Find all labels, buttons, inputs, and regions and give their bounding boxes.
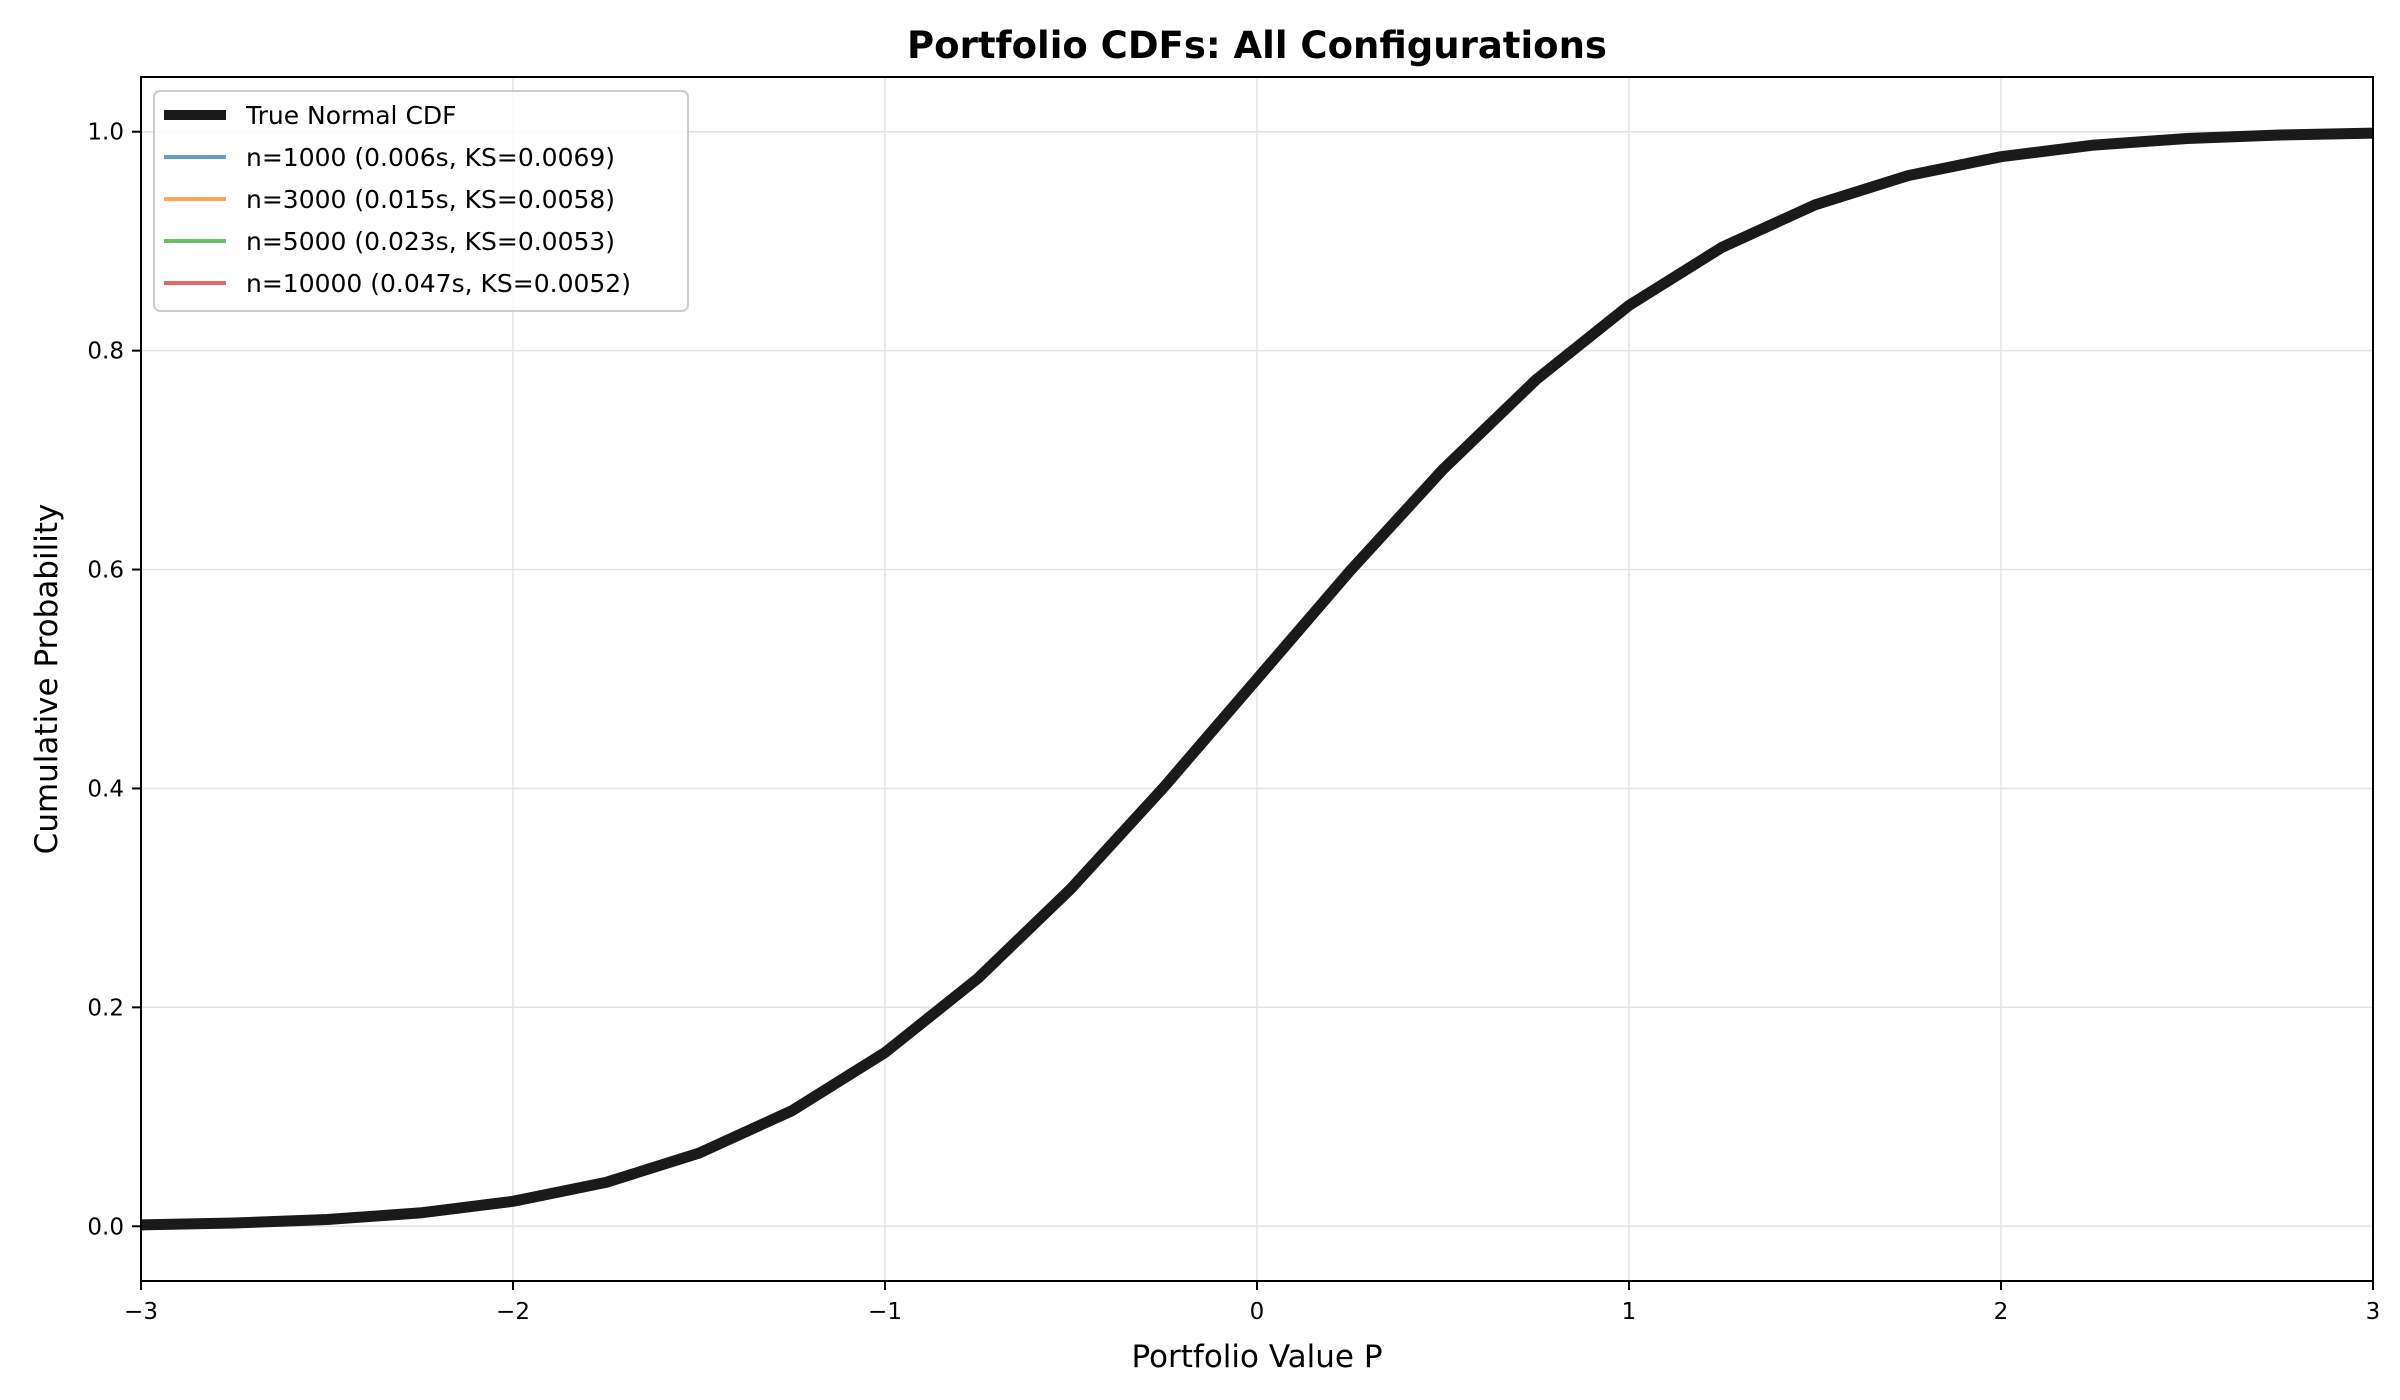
- legend: True Normal CDF n=1000 (0.006s, KS=0.0069…: [153, 90, 689, 312]
- y-axis-ticks: 0.0 0.2 0.4 0.6 0.8 1.0: [87, 120, 141, 1240]
- legend-box: [153, 90, 689, 312]
- legend-entry-0: True Normal CDF: [245, 101, 457, 130]
- x-axis-ticks: −3 −2 −1 0 1 2 3: [124, 1281, 2380, 1325]
- x-axis-label: Portfolio Value P: [1131, 1339, 1382, 1375]
- grid: [140, 77, 2374, 1281]
- series-lines: [140, 127, 2374, 1231]
- x-tick-label: −3: [124, 1299, 158, 1325]
- x-tick-label: −2: [496, 1299, 530, 1325]
- y-axis-label: Cumulative Probability: [29, 504, 65, 855]
- x-tick-label: 2: [1994, 1299, 2009, 1325]
- x-tick-label: 1: [1622, 1299, 1637, 1325]
- y-tick-label: 1.0: [87, 120, 124, 146]
- y-tick-label: 0.0: [87, 1214, 124, 1240]
- chart-title: Portfolio CDFs: All Configurations: [907, 24, 1607, 67]
- x-tick-label: −1: [868, 1299, 902, 1325]
- y-tick-label: 0.4: [87, 776, 124, 802]
- y-tick-label: 0.6: [87, 558, 124, 584]
- legend-entry-1: n=1000 (0.006s, KS=0.0069): [246, 143, 615, 172]
- y-tick-label: 0.2: [87, 995, 124, 1021]
- x-tick-label: 3: [2366, 1299, 2381, 1325]
- legend-entry-2: n=3000 (0.015s, KS=0.0058): [246, 185, 615, 214]
- legend-entry-3: n=5000 (0.023s, KS=0.0053): [246, 227, 615, 256]
- x-tick-label: 0: [1250, 1299, 1265, 1325]
- series-line-0: [140, 127, 2374, 1231]
- legend-entry-4: n=10000 (0.047s, KS=0.0052): [246, 269, 631, 298]
- y-tick-label: 0.8: [87, 339, 124, 365]
